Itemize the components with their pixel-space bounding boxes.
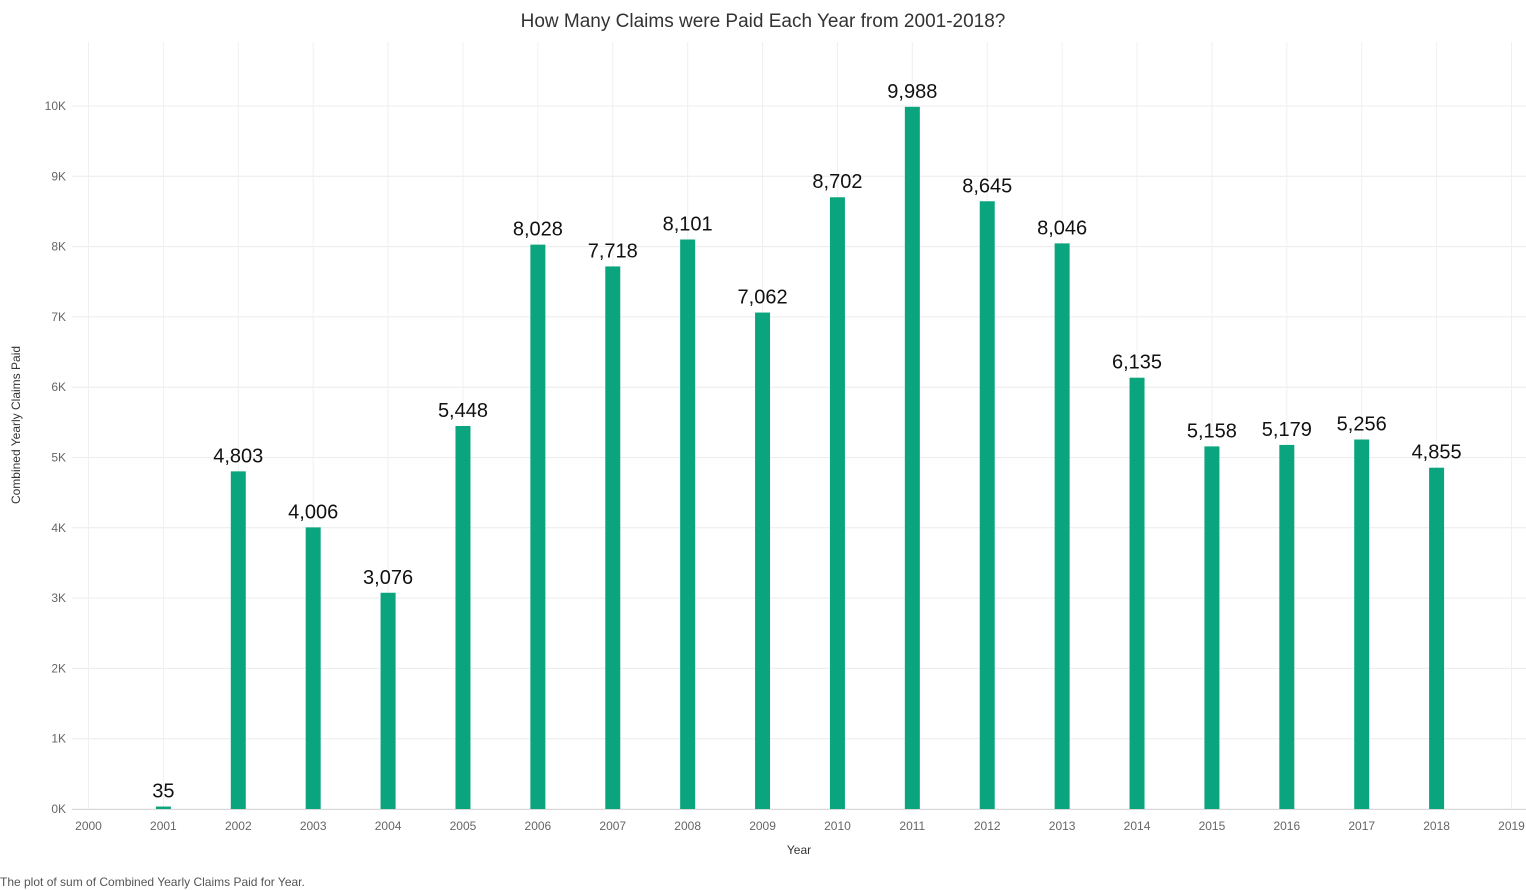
y-axis-ticks: 0K 1K 2K 3K 4K 5K 6K 7K 8K 9K 10K bbox=[45, 99, 66, 816]
x-tick-label: 2012 bbox=[974, 819, 1001, 833]
x-tick-label: 2007 bbox=[599, 819, 626, 833]
bar-2001 bbox=[155, 806, 171, 809]
bar-2003 bbox=[305, 527, 321, 809]
bar-2008 bbox=[680, 239, 696, 809]
data-label-2014: 6,135 bbox=[1112, 352, 1162, 374]
data-label-2012: 8,645 bbox=[962, 175, 1012, 197]
y-tick-label: 0K bbox=[51, 802, 66, 816]
x-tick-label: 2002 bbox=[225, 819, 252, 833]
x-tick-label: 2015 bbox=[1199, 819, 1226, 833]
bar-2014 bbox=[1129, 377, 1145, 809]
data-label-2016: 5,179 bbox=[1262, 419, 1312, 441]
x-tick-label: 2013 bbox=[1049, 819, 1076, 833]
bar-2011 bbox=[904, 106, 920, 809]
data-label-2018: 4,855 bbox=[1412, 442, 1462, 464]
y-tick-label: 9K bbox=[51, 169, 66, 183]
y-tick-label: 3K bbox=[51, 591, 66, 605]
bar-2013 bbox=[1054, 243, 1070, 809]
data-label-2015: 5,158 bbox=[1187, 420, 1237, 442]
bar-2010 bbox=[829, 197, 845, 810]
data-label-2009: 7,062 bbox=[738, 287, 788, 309]
data-label-2013: 8,046 bbox=[1037, 217, 1087, 239]
bar-2012 bbox=[979, 201, 995, 810]
x-tick-label: 2008 bbox=[674, 819, 701, 833]
data-label-2010: 8,702 bbox=[812, 171, 862, 193]
bar-2005 bbox=[455, 426, 471, 809]
data-label-2002: 4,803 bbox=[213, 445, 263, 467]
bar-2018 bbox=[1429, 467, 1445, 809]
data-label-2017: 5,256 bbox=[1337, 414, 1387, 436]
data-label-2008: 8,101 bbox=[663, 213, 713, 235]
bar-2007 bbox=[605, 266, 621, 810]
bar-2002 bbox=[230, 471, 246, 809]
bar-2006 bbox=[530, 244, 546, 810]
bar-2015 bbox=[1204, 446, 1220, 809]
y-axis-title: Combined Yearly Claims Paid bbox=[9, 346, 23, 504]
x-axis-ticks: 2000 2001 2002 2003 2004 2005 2006 2007 2008 2009… bbox=[75, 819, 1525, 833]
y-tick-label: 10K bbox=[45, 99, 66, 113]
x-tick-label: 2017 bbox=[1348, 819, 1375, 833]
data-label-2006: 8,028 bbox=[513, 219, 563, 241]
data-label-2005: 5,448 bbox=[438, 400, 488, 422]
x-tick-label: 2006 bbox=[525, 819, 552, 833]
y-tick-label: 4K bbox=[51, 521, 66, 535]
data-label-2003: 4,006 bbox=[288, 501, 338, 523]
bar-2017 bbox=[1354, 439, 1370, 809]
x-tick-label: 2019 bbox=[1498, 819, 1525, 833]
x-tick-label: 2001 bbox=[150, 819, 177, 833]
x-tick-label: 2004 bbox=[375, 819, 402, 833]
data-label-2011: 9,988 bbox=[887, 81, 937, 103]
y-tick-label: 8K bbox=[51, 240, 66, 254]
x-tick-label: 2014 bbox=[1124, 819, 1151, 833]
bar-2009 bbox=[755, 312, 771, 809]
x-tick-label: 2010 bbox=[824, 819, 851, 833]
bar-2016 bbox=[1279, 444, 1295, 809]
y-tick-label: 2K bbox=[51, 661, 66, 675]
data-label-2007: 7,718 bbox=[588, 240, 638, 262]
chart-caption: The plot of sum of Combined Yearly Claim… bbox=[0, 875, 305, 889]
x-tick-label: 2009 bbox=[749, 819, 776, 833]
chart-title: How Many Claims were Paid Each Year from… bbox=[521, 11, 1006, 32]
y-tick-label: 7K bbox=[51, 310, 66, 324]
bar-2004 bbox=[380, 592, 396, 809]
x-tick-label: 2011 bbox=[899, 819, 925, 833]
data-labels: 35 4,803 4,006 3,076 5,448 8,028 7,718 8,101 7,0… bbox=[152, 81, 1461, 803]
x-tick-label: 2018 bbox=[1423, 819, 1450, 833]
data-label-2001: 35 bbox=[152, 781, 174, 803]
x-tick-label: 2000 bbox=[75, 819, 102, 833]
y-tick-label: 6K bbox=[51, 380, 66, 394]
x-axis-title: Year bbox=[787, 843, 811, 857]
x-tick-label: 2005 bbox=[450, 819, 477, 833]
y-tick-label: 5K bbox=[51, 451, 66, 465]
y-tick-label: 1K bbox=[51, 732, 66, 746]
bars bbox=[155, 106, 1445, 810]
x-tick-label: 2003 bbox=[300, 819, 327, 833]
data-label-2004: 3,076 bbox=[363, 567, 413, 589]
x-tick-label: 2016 bbox=[1273, 819, 1300, 833]
